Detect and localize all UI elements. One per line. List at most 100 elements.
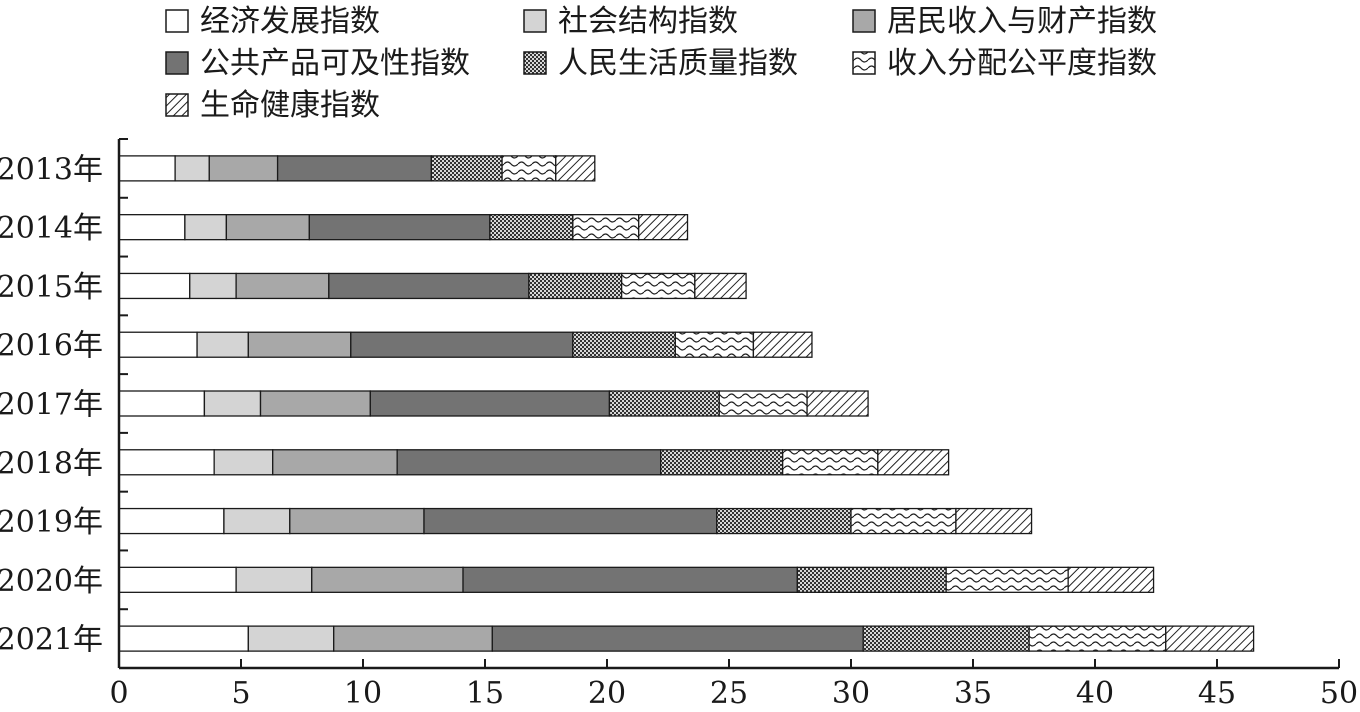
bar-segment-8-3	[311, 566, 464, 593]
legend-label-4: 公共产品可及性指数	[200, 46, 470, 81]
bar-segment-9-4	[491, 625, 864, 652]
bar-segment-6-1	[118, 449, 215, 476]
x-tick-label-9: 45	[1198, 676, 1236, 711]
bar-segment-5-4	[369, 390, 611, 417]
bar-segment-3-7	[694, 272, 747, 300]
legend-swatch-3	[852, 9, 876, 33]
bar-segment-6-6	[782, 449, 879, 476]
bar-segment-5-7	[806, 390, 869, 417]
legend-swatch-4	[165, 51, 189, 75]
legend-label-1: 经济发展指数	[200, 4, 380, 39]
axes: 0 5 10 15 20 25 30 35 40 45 50	[109, 138, 1358, 711]
legend-label-2: 社会结构指数	[558, 4, 738, 39]
category-label-9: 2021年	[0, 623, 103, 658]
bar-segment-2-3	[225, 214, 310, 241]
bar-segment-4-1	[118, 331, 198, 358]
bar-segment-1-2	[174, 155, 210, 182]
category-label-3: 2015年	[0, 270, 103, 305]
bar-segment-9-5	[862, 625, 1030, 652]
bar-segment-4-7	[752, 331, 813, 358]
category-label-6: 2018年	[0, 446, 103, 481]
bar-segment-2-4	[308, 214, 491, 241]
x-tick-label-6: 30	[832, 676, 870, 711]
bar-segment-3-1	[118, 272, 191, 300]
x-tick-label-5: 25	[710, 676, 748, 711]
category-label-2: 2014年	[0, 211, 103, 246]
bar-segment-1-6	[501, 155, 557, 182]
legend-swatch-1	[165, 9, 189, 33]
bar-segment-2-6	[572, 214, 640, 241]
x-tick-label-1: 5	[231, 676, 250, 711]
bar-segment-7-7	[955, 507, 1033, 535]
category-label-7: 2019年	[0, 505, 103, 540]
bar-segment-4-2	[196, 331, 249, 358]
bar-segment-3-5	[528, 272, 623, 300]
bar-segment-4-6	[674, 331, 755, 358]
bar-segment-5-1	[118, 390, 206, 417]
bar-segment-4-4	[350, 331, 574, 358]
bar-segment-7-5	[716, 507, 852, 535]
category-label-1: 2013年	[0, 152, 103, 187]
bar-segment-5-6	[718, 390, 808, 417]
bar-segment-7-1	[118, 507, 225, 535]
bar-segment-1-3	[208, 155, 279, 182]
bar-segment-6-5	[660, 449, 784, 476]
bar-segment-5-3	[259, 390, 371, 417]
bar-segment-8-7	[1067, 566, 1155, 593]
bar-segment-8-6	[945, 566, 1069, 593]
legend-label-6: 收入分配公平度指数	[887, 46, 1157, 81]
x-tick-label-7: 35	[954, 676, 992, 711]
bar-segment-8-2	[235, 566, 313, 593]
bar-segment-5-5	[608, 390, 720, 417]
x-tick-label-10: 50	[1320, 676, 1358, 711]
bar-segment-9-2	[247, 625, 335, 652]
bar-segment-5-2	[203, 390, 262, 417]
bar-segment-3-3	[235, 272, 330, 300]
bar-segment-3-4	[328, 272, 530, 300]
bar-segment-7-2	[223, 507, 291, 535]
legend-label-7: 生命健康指数	[200, 88, 380, 123]
bar-segment-6-4	[396, 449, 662, 476]
bar-segment-2-5	[489, 214, 574, 241]
bar-segment-1-4	[276, 155, 432, 182]
bar-segment-8-1	[118, 566, 237, 593]
bar-segment-2-7	[638, 214, 689, 241]
legend-swatch-7	[165, 93, 189, 117]
bar-segment-3-6	[620, 272, 696, 300]
bar-segment-8-4	[462, 566, 798, 593]
bar-segment-9-1	[118, 625, 249, 652]
bar-segment-7-6	[850, 507, 957, 535]
x-tick-label-0: 0	[109, 676, 128, 711]
x-tick-label-3: 15	[466, 676, 504, 711]
bar-segment-3-2	[189, 272, 237, 300]
x-tick-label-8: 40	[1076, 676, 1114, 711]
bars: 2013年 2014年 2015年 2016年 2017年 2018年 2019年 2020年…	[0, 152, 1255, 658]
bar-segment-8-5	[796, 566, 947, 593]
bar-segment-6-7	[877, 449, 950, 476]
bar-segment-7-4	[423, 507, 718, 535]
bar-segment-2-2	[184, 214, 228, 241]
bar-segment-4-5	[572, 331, 676, 358]
legend-swatch-6	[852, 51, 876, 75]
bar-segment-9-3	[333, 625, 493, 652]
bar-segment-9-6	[1028, 625, 1167, 652]
bar-segment-1-7	[555, 155, 596, 182]
legend-swatch-5	[523, 51, 547, 75]
bar-segment-6-2	[213, 449, 274, 476]
legend-label-3: 居民收入与财产指数	[887, 4, 1157, 39]
category-label-8: 2020年	[0, 564, 103, 599]
bar-segment-1-1	[118, 155, 176, 182]
x-tick-label-2: 10	[344, 676, 382, 711]
bar-segment-4-3	[247, 331, 352, 358]
category-label-5: 2017年	[0, 388, 103, 423]
bar-segment-2-1	[118, 214, 186, 241]
x-tick-label-4: 20	[588, 676, 626, 711]
category-label-4: 2016年	[0, 329, 103, 364]
bar-segment-7-3	[289, 507, 425, 535]
bar-segment-9-7	[1165, 625, 1255, 652]
legend-swatch-2	[523, 9, 547, 33]
bar-segment-1-5	[430, 155, 503, 182]
bar-segment-6-3	[272, 449, 398, 476]
